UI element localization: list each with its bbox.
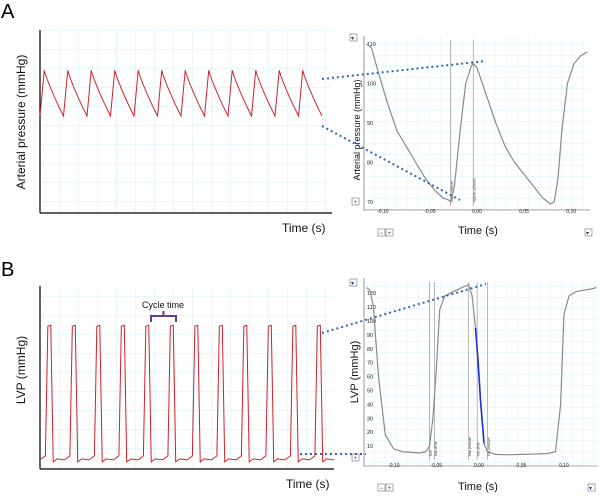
x-tick-label: -0,05 (431, 463, 443, 469)
zoom-x-axis-label: Time (s) (458, 225, 498, 237)
zoom-out-button[interactable] (377, 228, 386, 237)
x-tick-label: -0,05 (424, 209, 436, 215)
zoom-in-x-button[interactable] (385, 483, 394, 492)
y-tick-label: 10 (367, 444, 373, 450)
y-tick-label: 110 (367, 42, 376, 48)
collapse-button[interactable] (349, 33, 358, 42)
chart-lvp-zoom: EDP Max dP/dt Max pressure Min dP/dt Min pre… (349, 278, 598, 493)
x-axis-label: Time (s) (282, 221, 326, 235)
minus-icon: − (380, 486, 384, 492)
chevron-down-icon: ▾ (351, 281, 354, 287)
arterial-zoom-trace (366, 43, 588, 205)
y-tick-label: 80 (367, 161, 373, 167)
panel-letter-a: A (1, 1, 15, 23)
y-tick-label: 90 (367, 333, 373, 339)
marker-label: Diast. pressure (450, 180, 454, 202)
chevron-down-icon: ▾ (586, 231, 589, 237)
marker-label: EDP (429, 449, 433, 456)
y-tick-label: 20 (367, 430, 373, 436)
chart-lvp-overview: LVP (mmHg) Time (s) Cycle time (14, 286, 335, 491)
x-tick-label: 0,00 (474, 463, 484, 469)
options-button[interactable] (587, 483, 596, 492)
chart-arterial-zoom: Diast. pressure Systolic pressure -0,10 -0… (349, 33, 593, 237)
y-tick-label: 120 (367, 291, 376, 297)
arterial-pressure-trace (39, 70, 323, 118)
zoom-out-button[interactable] (377, 483, 386, 492)
x-tick-label: 0,00 (472, 209, 482, 215)
y-axis-label: LVP (mmHg) (14, 336, 28, 404)
panel-letter-b: B (1, 259, 14, 281)
y-tick-label: 80 (367, 347, 373, 353)
zoom-in-button[interactable] (351, 197, 360, 206)
minus-icon: − (380, 231, 384, 237)
zoom-y-axis-label: LVP (mmHg) (349, 341, 361, 404)
marker-label: Systolic pressure (473, 178, 477, 202)
chart-arterial-overview: Arterial pressure (mmHg) Time (s) (14, 30, 332, 235)
x-tick-label: -0,10 (388, 463, 400, 469)
y-tick-label: 70 (367, 200, 373, 206)
x-axis-label: Time (s) (286, 477, 330, 491)
y-tick-label: 70 (367, 361, 373, 367)
x-tick-label: -0,10 (377, 209, 389, 215)
plus-icon: + (388, 486, 392, 492)
y-tick-label: 40 (367, 402, 373, 408)
x-tick-label: 0,10 (559, 463, 569, 469)
lvp-trace (39, 324, 335, 463)
connector-line (321, 283, 487, 334)
x-tick-label: 0,10 (566, 209, 576, 215)
y-tick-label: 100 (367, 319, 376, 325)
x-tick-label: 0,05 (519, 209, 529, 215)
connector-line (321, 125, 461, 201)
marker-label: Max pressure (468, 436, 472, 456)
y-axis-label: Arterial pressure (mmHg) (14, 55, 28, 190)
cycle-time-bracket (150, 311, 177, 322)
y-tick-label: 60 (367, 375, 373, 381)
chevron-down-icon: ▾ (351, 36, 354, 42)
y-tick-label: 50 (367, 388, 373, 394)
lvp-zoom-highlight (474, 327, 485, 444)
marker-label: Min dP/dt (477, 442, 481, 456)
options-button[interactable] (584, 228, 593, 237)
collapse-button[interactable] (349, 278, 358, 287)
zoom-y-axis-label: Arterial pressure (mmHg) (352, 79, 362, 180)
zoom-in-x-button[interactable] (385, 228, 394, 237)
x-tick-label: 0,05 (517, 463, 527, 469)
zoom-x-axis-label: Time (s) (458, 481, 498, 493)
y-tick-label: 90 (367, 121, 373, 127)
chevron-down-icon: ▾ (589, 486, 592, 492)
y-tick-label: 100 (367, 81, 376, 87)
plus-icon: + (354, 456, 358, 462)
marker-label: Max dP/dt (434, 442, 438, 456)
cycle-time-label: Cycle time (142, 300, 184, 310)
y-tick-label: 30 (367, 416, 373, 422)
y-tick-label: 110 (367, 305, 376, 311)
plus-icon: + (354, 200, 358, 206)
marker-label: Min pressure (487, 437, 491, 456)
plus-icon: + (388, 231, 392, 237)
